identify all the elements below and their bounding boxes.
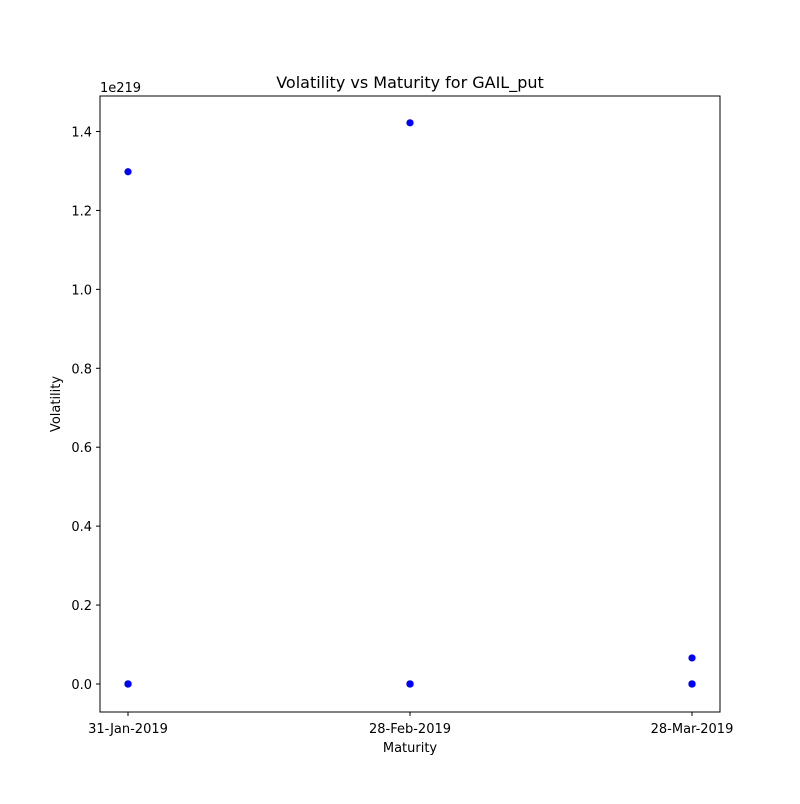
y-tick-label: 1.2 (71, 204, 92, 219)
data-point (688, 680, 696, 688)
data-point (406, 680, 414, 688)
x-tick-label: 28-Mar-2019 (651, 722, 734, 737)
points-layer (124, 119, 696, 688)
y-tick-label: 0.8 (71, 362, 92, 377)
x-tick-label: 31-Jan-2019 (88, 722, 168, 737)
data-point (124, 680, 132, 688)
data-point (688, 654, 696, 662)
chart-title: Volatility vs Maturity for GAIL_put (276, 73, 544, 93)
y-scale-offset-label: 1e219 (100, 81, 141, 96)
x-axis: 31-Jan-2019 28-Feb-2019 28-Mar-2019 (88, 712, 733, 737)
y-axis: 0.0 0.2 0.4 0.6 0.8 1.0 1.2 1.4 (71, 126, 100, 693)
x-axis-label: Maturity (383, 741, 438, 756)
data-point (406, 119, 414, 127)
y-tick-label: 0.2 (71, 599, 92, 614)
y-tick-label: 1.0 (71, 283, 92, 298)
y-tick-label: 1.4 (71, 126, 92, 141)
y-tick-label: 0.6 (71, 441, 92, 456)
y-tick-label: 0.4 (71, 520, 92, 535)
y-tick-label: 0.0 (71, 678, 92, 693)
data-point (124, 168, 132, 176)
x-tick-label: 28-Feb-2019 (369, 722, 451, 737)
y-axis-label: Volatility (49, 376, 64, 432)
